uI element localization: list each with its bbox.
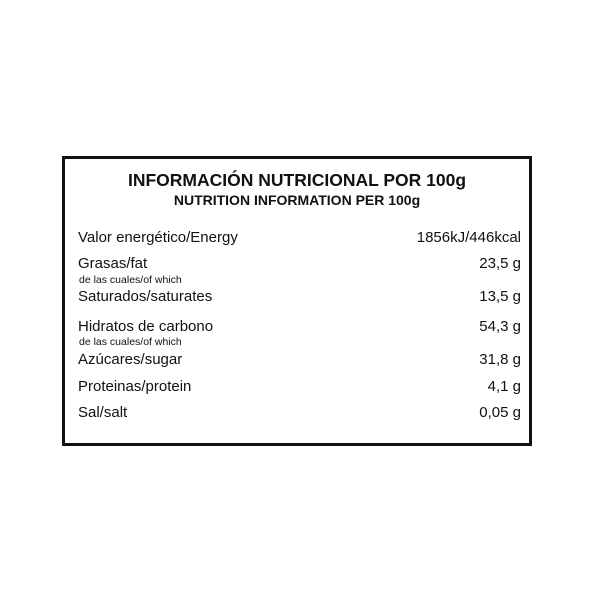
- row-value: 0,05 g: [479, 404, 521, 421]
- row-label: Hidratos de carbono: [78, 318, 214, 335]
- row-carbohydrates: Hidratos de carbono 54,3 g: [78, 318, 521, 336]
- title-spanish: INFORMACIÓN NUTRICIONAL POR 100g: [127, 170, 467, 190]
- row-label: Valor energético/Energy: [78, 229, 238, 246]
- row-salt: Sal/salt 0,05 g: [78, 404, 521, 422]
- row-label: Grasas/fat: [78, 255, 148, 272]
- row-saturates: Saturados/saturates 13,5 g: [78, 288, 521, 306]
- row-value: 1856kJ/446kcal: [416, 229, 521, 246]
- title-english: NUTRITION INFORMATION PER 100g: [173, 192, 421, 208]
- row-label: Sal/salt: [78, 404, 128, 421]
- row-fat: Grasas/fat 23,5 g: [78, 255, 521, 273]
- row-value: 13,5 g: [479, 288, 521, 305]
- row-label: Saturados/saturates: [78, 288, 213, 305]
- sublabel-of-which: de las cuales/of which: [79, 336, 182, 348]
- row-label: Proteinas/protein: [78, 378, 192, 395]
- row-value: 31,8 g: [479, 351, 521, 368]
- row-protein: Proteinas/protein 4,1 g: [78, 378, 521, 396]
- row-sugar: Azúcares/sugar 31,8 g: [78, 351, 521, 369]
- row-label: Azúcares/sugar: [78, 351, 183, 368]
- row-value: 23,5 g: [479, 255, 521, 272]
- row-energy: Valor energético/Energy 1856kJ/446kcal: [78, 229, 521, 247]
- sublabel-of-which: de las cuales/of which: [79, 274, 182, 286]
- nutrition-table: INFORMACIÓN NUTRICIONAL POR 100g NUTRITI…: [62, 156, 532, 446]
- row-value: 54,3 g: [479, 318, 521, 335]
- row-value: 4,1 g: [487, 378, 521, 395]
